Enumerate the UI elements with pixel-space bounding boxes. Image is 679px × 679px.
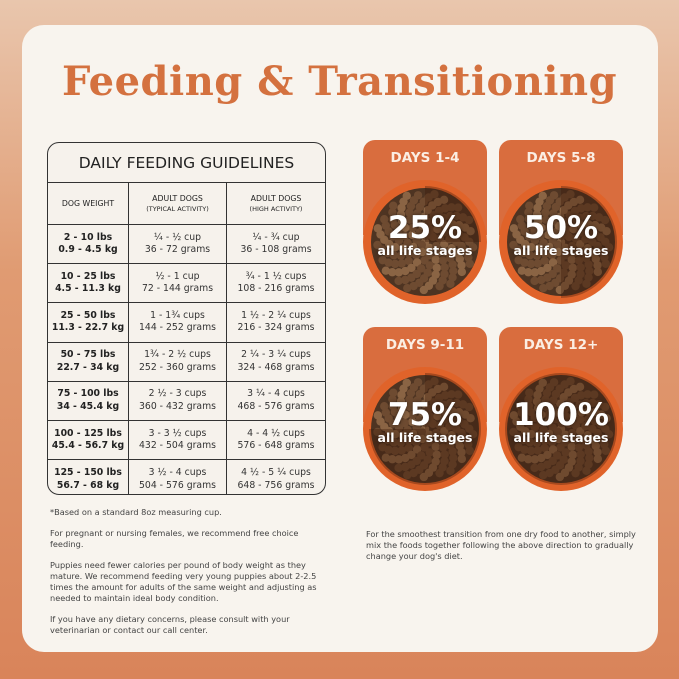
typical-activity-cell: 3 - 3 ½ cups 432 - 504 grams [129, 420, 227, 460]
transition-stage: DAYS 5-8 50% all life stages [499, 140, 623, 304]
stage-percent-block: 50% all life stages [499, 212, 623, 258]
table-row: 2 - 10 lbs 0.9 - 4.5 kg ¼ - ½ cup 36 - 72 … [48, 225, 325, 265]
table-header-row: DOG WEIGHT ADULT DOGS (TYPICAL ACTIVITY) … [48, 183, 325, 225]
stage-percent: 50% [523, 210, 599, 246]
stage-subtitle: all life stages [513, 243, 609, 258]
high-activity-cell: 1 ½ - 2 ¼ cups 216 - 324 grams [237, 309, 315, 334]
feeding-guidelines-table: DAILY FEEDING GUIDELINES DOG WEIGHT ADUL… [47, 142, 326, 495]
table-row: 25 - 50 lbs 11.3 - 22.7 kg 1 - 1¾ cups 144… [48, 303, 325, 343]
dog-weight-cell: 25 - 50 lbs 11.3 - 22.7 kg [48, 303, 129, 342]
high-activity-cell: ¾ - 1 ½ cups 108 - 216 grams [237, 270, 315, 295]
header-high: ADULT DOGS (HIGH ACTIVITY) [249, 193, 303, 213]
dog-weight-cell: 75 - 100 lbs 34 - 45.4 kg [48, 381, 129, 420]
note: Puppies need fewer calories per pound of… [50, 560, 317, 603]
typical-activity-cell: 2 ½ - 3 cups 360 - 432 grams [129, 381, 227, 420]
footnotes: *Based on a standard 8oz measuring cup. … [50, 507, 320, 646]
new-food-sector [425, 186, 481, 242]
high-activity-cell: ¼ - ¾ cup 36 - 108 grams [240, 231, 312, 256]
table-row: 50 - 75 lbs 22.7 - 34 kg 1¾ - 2 ½ cups 252… [48, 342, 325, 382]
food-bowl-icon [363, 180, 487, 304]
dog-weight-cell: 2 - 10 lbs 0.9 - 4.5 kg [48, 225, 129, 264]
stage-percent-block: 100% all life stages [499, 399, 623, 445]
stage-subtitle: all life stages [513, 430, 609, 445]
typical-activity-cell: 3 ½ - 4 cups 504 - 576 grams [129, 460, 227, 494]
stage-percent: 75% [387, 397, 463, 433]
transition-stage: DAYS 1-4 25% all life stages [363, 140, 487, 304]
typical-activity-cell: ¼ - ½ cup 36 - 72 grams [129, 225, 227, 264]
food-bowl-icon [363, 367, 487, 491]
transition-stage: DAYS 9-11 75% all life stages [363, 327, 487, 491]
note: *Based on a standard 8oz measuring cup. [50, 507, 222, 517]
table-row: 75 - 100 lbs 34 - 45.4 kg 2 ½ - 3 cups 360… [48, 381, 325, 421]
dog-weight-cell: 10 - 25 lbs 4.5 - 11.3 kg [48, 264, 129, 303]
header-typical: ADULT DOGS (TYPICAL ACTIVITY) [129, 183, 227, 224]
stage-subtitle: all life stages [377, 430, 473, 445]
transition-stage: DAYS 12+ 100% all life stages [499, 327, 623, 491]
stage-percent: 25% [387, 210, 463, 246]
high-activity-cell: 4 - 4 ½ cups 576 - 648 grams [237, 427, 315, 452]
new-food-sector [505, 373, 617, 485]
food-bowl-icon [499, 180, 623, 304]
high-activity-cell: 4 ½ - 5 ¼ cups 648 - 756 grams [237, 467, 315, 491]
typical-activity-cell: 1 - 1¾ cups 144 - 252 grams [129, 303, 227, 342]
food-bowl-icon [499, 367, 623, 491]
stage-percent-block: 75% all life stages [363, 399, 487, 445]
table-heading: DAILY FEEDING GUIDELINES [48, 143, 325, 183]
note: For pregnant or nursing females, we reco… [50, 528, 299, 549]
high-activity-cell: 3 ¼ - 4 cups 468 - 576 grams [237, 388, 315, 412]
new-food-sector [561, 186, 617, 298]
new-food-sector [369, 373, 481, 485]
high-activity-cell: 2 ¼ - 3 ¼ cups 324 - 468 grams [237, 349, 315, 373]
stage-percent: 100% [513, 397, 609, 433]
header-dog-weight: DOG WEIGHT [48, 183, 129, 224]
dog-weight-cell: 50 - 75 lbs 22.7 - 34 kg [48, 342, 129, 381]
stage-percent-block: 25% all life stages [363, 212, 487, 258]
table-row: 100 - 125 lbs 45.4 - 56.7 kg 3 - 3 ½ cups… [48, 420, 325, 461]
dog-weight-cell: 100 - 125 lbs 45.4 - 56.7 kg [48, 420, 129, 460]
page-title: Feeding & Transitioning [61, 58, 618, 105]
table-row: 10 - 25 lbs 4.5 - 11.3 kg ½ - 1 cup 72 - 1… [48, 264, 325, 304]
typical-activity-cell: 1¾ - 2 ½ cups 252 - 360 grams [129, 342, 227, 381]
stage-subtitle: all life stages [377, 243, 473, 258]
typical-activity-cell: ½ - 1 cup 72 - 144 grams [129, 264, 227, 303]
table-row: 125 - 150 lbs 56.7 - 68 kg 3 ½ - 4 cups 50… [48, 460, 325, 494]
dog-weight-cell: 125 - 150 lbs 56.7 - 68 kg [48, 460, 129, 494]
transition-note: For the smoothest transition from one dr… [366, 529, 636, 561]
note: If you have any dietary concerns, please… [50, 614, 290, 635]
